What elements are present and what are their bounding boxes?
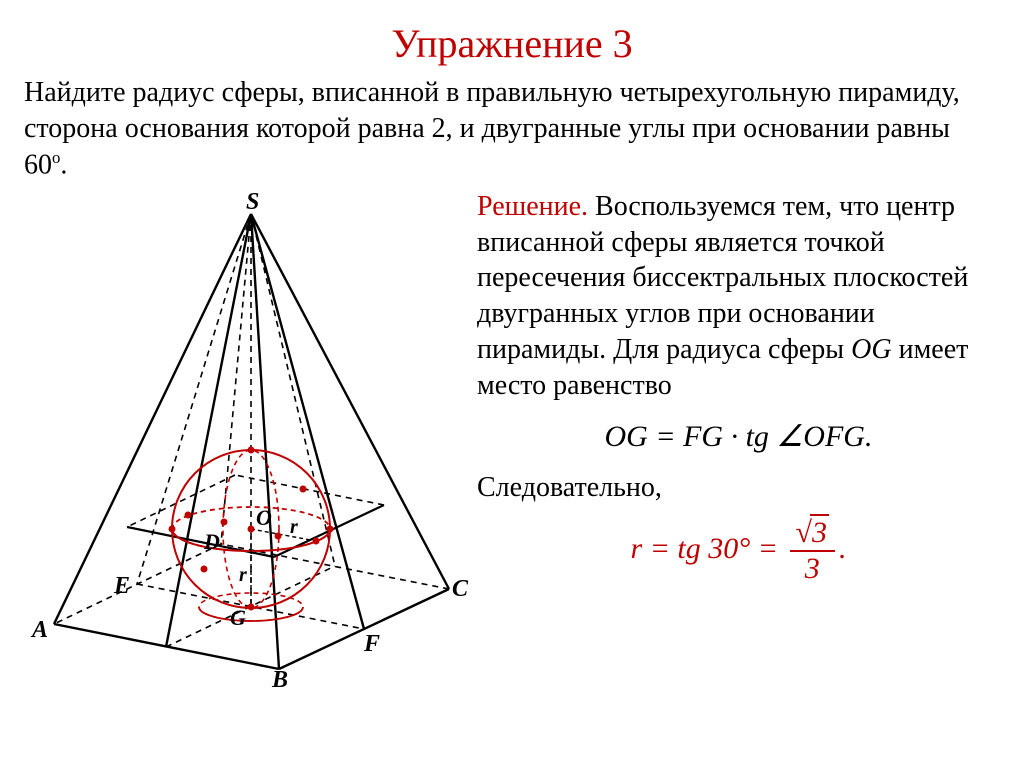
formula2-prefix: r = tg 30° = (631, 532, 786, 565)
label-F: F (363, 631, 380, 657)
formula2-suffix: . (839, 532, 847, 565)
solution-text: Решение. Воспользуемся тем, что центр вп… (477, 189, 1000, 404)
solution-label: Решение. (477, 191, 588, 222)
label-G: G (230, 605, 246, 630)
problem-statement: Найдите радиус сферы, вписанной в правил… (24, 75, 1000, 183)
label-E: E (113, 573, 130, 599)
formula-1: OG = FG · tg ∠OFG. (477, 418, 1000, 456)
sqrt-radicand: 3 (810, 514, 829, 549)
label-B: B (271, 667, 288, 689)
og-text: OG (851, 334, 891, 365)
label-O: O (256, 505, 272, 530)
label-S: S (246, 189, 259, 215)
exercise-title: Упражнение 3 (24, 20, 1000, 67)
formula-2: r = tg 30° = 33. (477, 518, 1000, 584)
solution-column: Решение. Воспользуемся тем, что центр вп… (477, 189, 1000, 689)
label-A: A (30, 617, 48, 643)
fraction-den: 3 (790, 552, 835, 584)
label-D: D (203, 529, 220, 554)
label-r2: r (239, 564, 247, 586)
therefore-text: Следовательно, (477, 470, 1000, 506)
fraction: 33 (790, 518, 835, 584)
content-row: S A B C D E F G O r r Решение. Воспользу… (24, 189, 1000, 689)
pyramid-diagram: S A B C D E F G O r r (24, 189, 469, 689)
label-r1: r (290, 516, 298, 538)
label-C: C (452, 576, 469, 602)
